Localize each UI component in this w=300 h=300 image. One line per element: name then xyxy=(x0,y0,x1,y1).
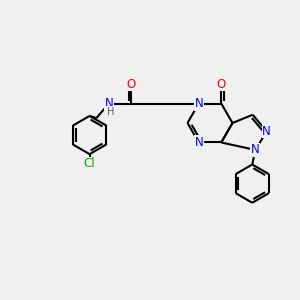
Text: H: H xyxy=(106,107,114,117)
Text: N: N xyxy=(194,97,203,110)
Text: Cl: Cl xyxy=(84,157,95,170)
Text: N: N xyxy=(262,125,271,138)
Text: N: N xyxy=(194,136,203,149)
Text: N: N xyxy=(104,97,113,110)
Text: O: O xyxy=(127,78,136,91)
Text: N: N xyxy=(251,143,260,156)
Text: O: O xyxy=(217,78,226,91)
